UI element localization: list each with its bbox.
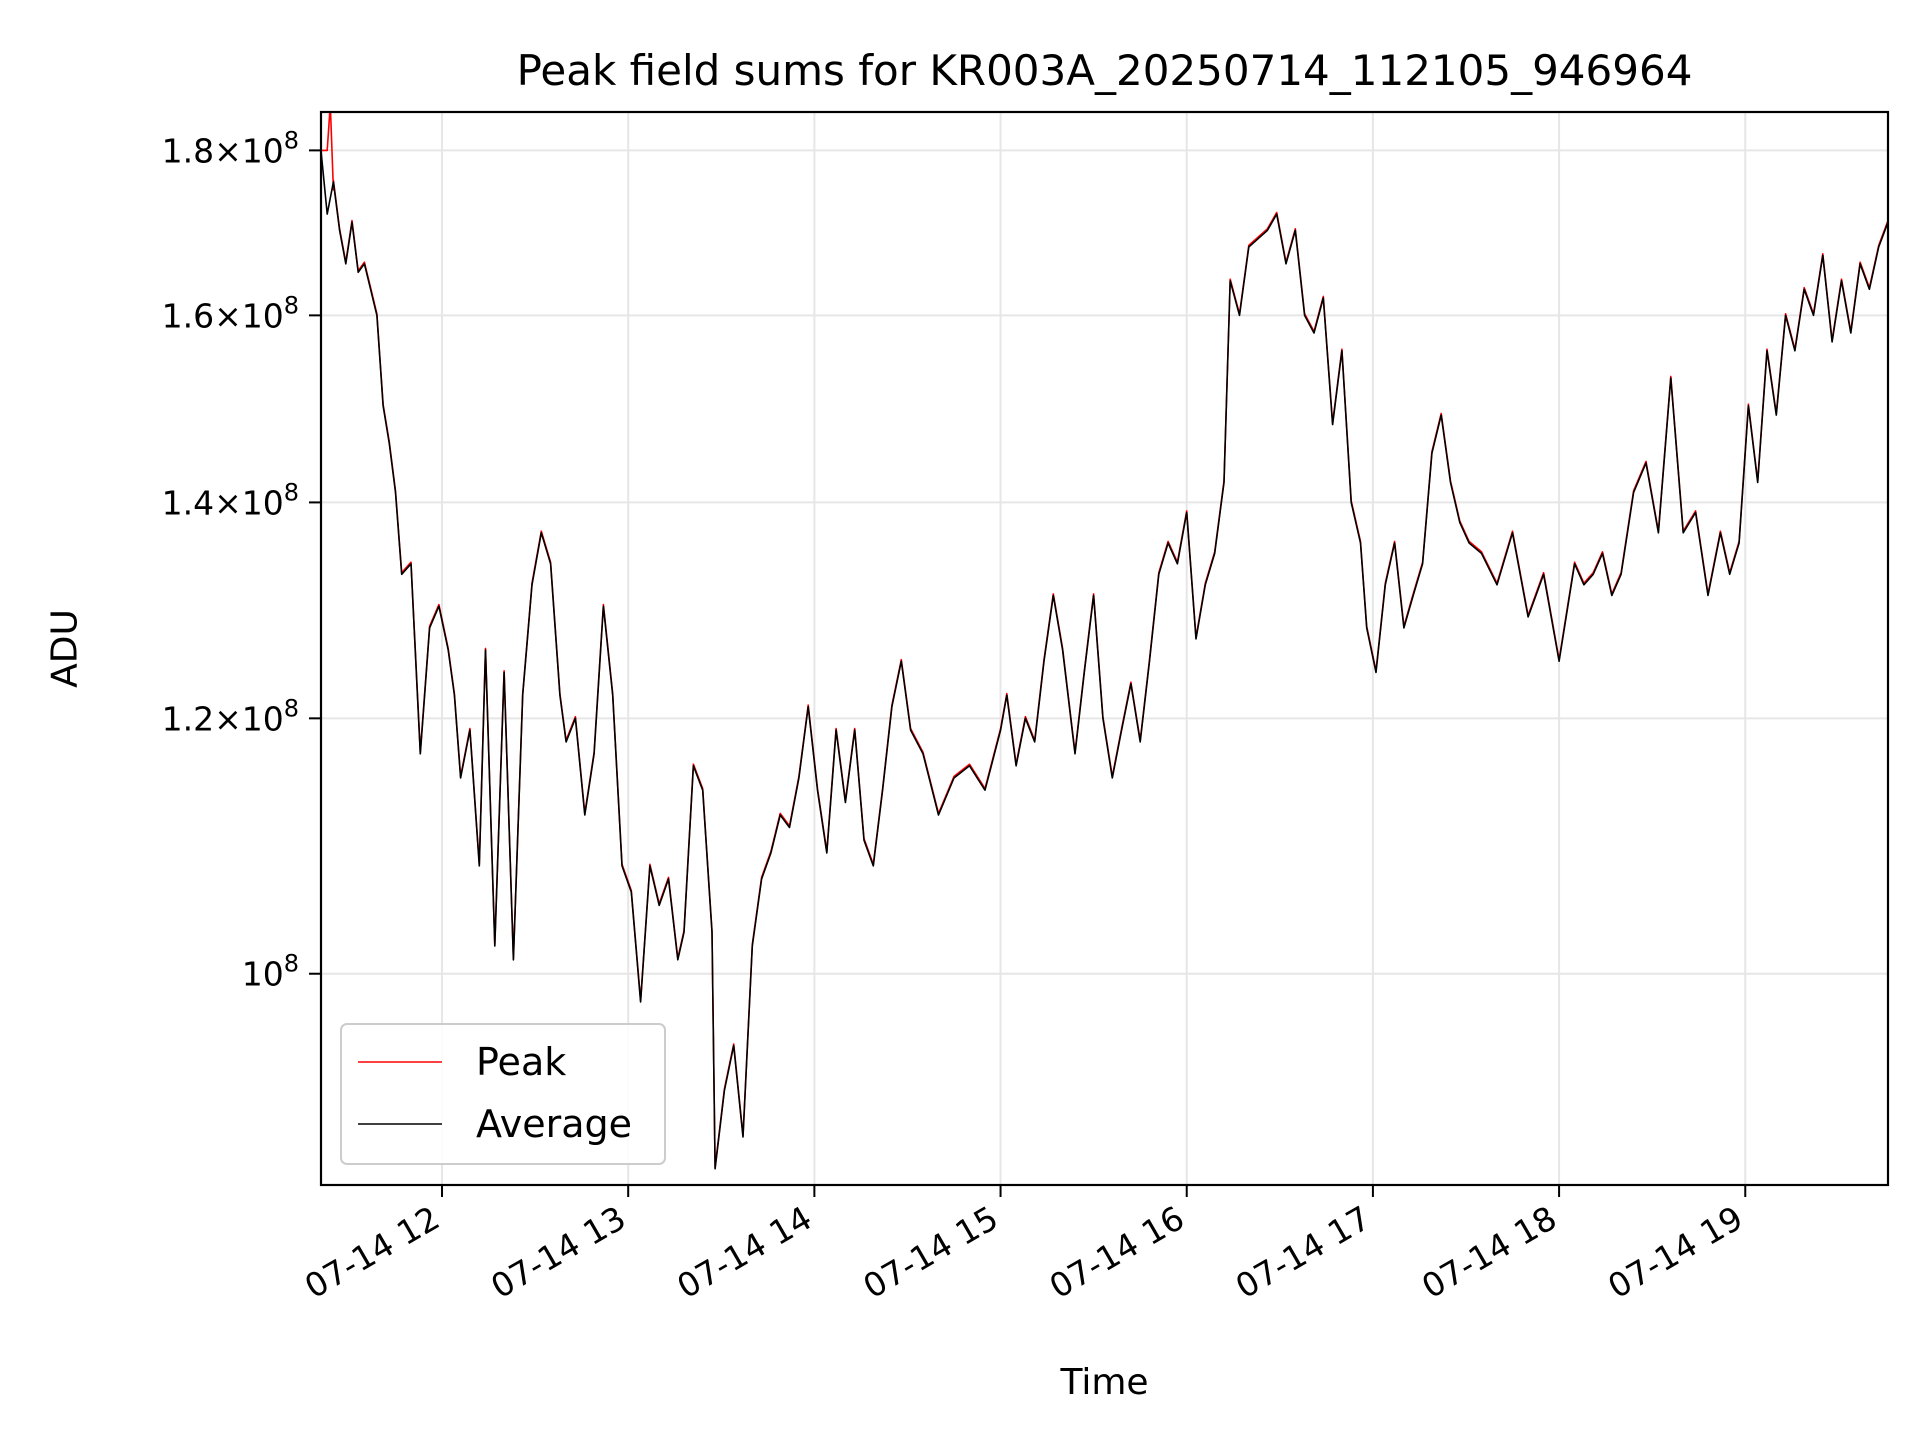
y-tick-base: ×10 [214, 483, 284, 522]
legend-label: Peak [476, 1040, 566, 1084]
legend-box [340, 1023, 666, 1165]
y-tick-mantissa: 1.8 [162, 131, 214, 170]
y-axis-label: ADU [44, 609, 85, 688]
y-tick-label: 108 [242, 950, 299, 994]
y-tick-base: ×10 [214, 131, 284, 170]
y-tick-label: 1.4×108 [162, 478, 299, 522]
x-axis-label: Time [1059, 1362, 1148, 1403]
average-series-line [321, 150, 1888, 1170]
legend: Peak Average [340, 1023, 666, 1165]
y-tick-label: 1.6×108 [162, 291, 299, 335]
y-tick-exponent: 8 [284, 291, 299, 319]
y-tick-base: 10 [242, 955, 284, 994]
y-tick-exponent: 8 [284, 478, 299, 506]
y-tick-base: ×10 [214, 296, 284, 335]
plot-lines [321, 112, 1888, 1170]
y-tick-label: 1.2×108 [162, 694, 299, 738]
y-tick-mantissa: 1.6 [162, 296, 214, 335]
chart-title: Peak field sums for KR003A_20250714_1121… [517, 46, 1693, 95]
legend-label: Average [476, 1102, 632, 1146]
y-tick-mantissa: 1.4 [162, 483, 214, 522]
y-tick-label: 1.8×108 [162, 126, 299, 170]
y-tick-exponent: 8 [284, 950, 299, 978]
y-tick-base: ×10 [214, 699, 284, 738]
grid [321, 112, 1888, 1185]
y-tick-exponent: 8 [284, 126, 299, 154]
y-tick-exponent: 8 [284, 694, 299, 722]
y-tick-mantissa: 1.2 [162, 699, 214, 738]
plot-frame [319, 110, 1890, 1187]
